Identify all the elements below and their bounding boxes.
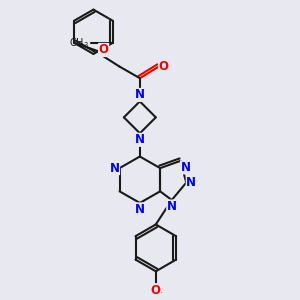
Text: N: N <box>181 161 190 174</box>
Text: N: N <box>135 133 145 146</box>
Text: CH$_3$: CH$_3$ <box>69 36 89 50</box>
Text: N: N <box>110 162 119 175</box>
Text: N: N <box>186 176 196 189</box>
Text: O: O <box>151 284 161 297</box>
Text: N: N <box>135 88 145 101</box>
Text: N: N <box>167 200 177 213</box>
Text: O: O <box>159 60 169 73</box>
Text: O: O <box>99 44 109 56</box>
Text: N: N <box>135 203 145 216</box>
